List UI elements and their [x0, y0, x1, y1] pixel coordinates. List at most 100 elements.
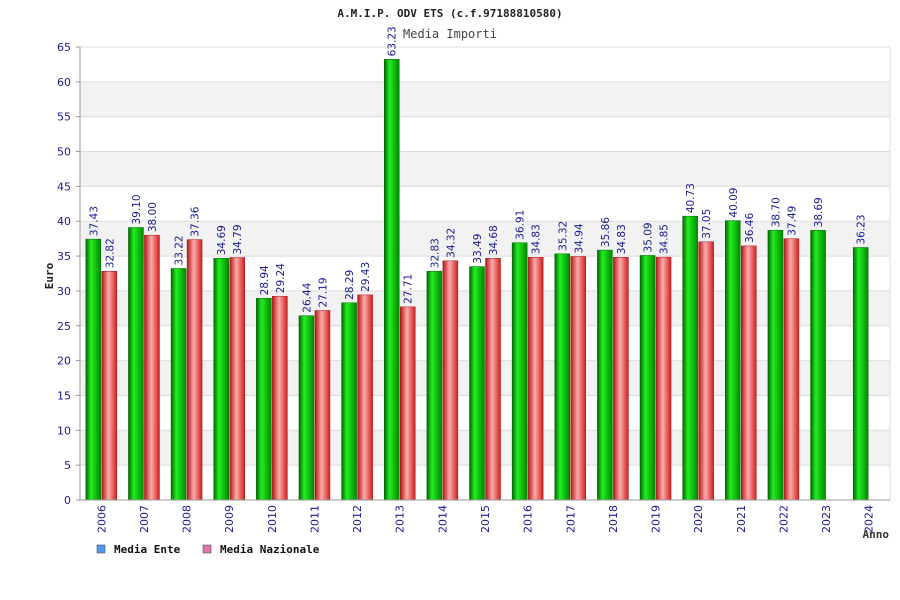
legend: Media Ente Media Nazionale — [96, 543, 320, 556]
data-label-media-ente-2008: 33.22 — [174, 235, 186, 265]
bar-media-ente-2019 — [639, 255, 656, 501]
x-tick-label-2018: 2018 — [607, 505, 620, 533]
y-tick-label: 65 — [57, 41, 71, 54]
bar-media-ente-2022 — [767, 230, 784, 501]
chart-subtitle: Media Importi — [403, 27, 497, 41]
bar-media-nazionale-2006 — [101, 271, 118, 501]
data-label-media-nazionale-2009: 34.79 — [232, 224, 244, 254]
bar-media-nazionale-2012 — [357, 294, 373, 501]
y-tick-label: 5 — [64, 459, 71, 472]
bar-media-ente-2024 — [852, 247, 869, 501]
data-label-media-nazionale-2008: 37.36 — [190, 206, 202, 236]
x-tick-label-2016: 2016 — [522, 505, 535, 533]
grid-band — [80, 151, 890, 187]
x-tick-label-2013: 2013 — [394, 505, 407, 533]
data-label-media-nazionale-2006: 32.82 — [104, 238, 116, 268]
data-label-media-ente-2012: 28.29 — [344, 270, 356, 300]
y-tick-label: 10 — [57, 424, 71, 437]
data-label-media-ente-2024: 36.23 — [856, 214, 868, 244]
y-tick-label: 50 — [57, 146, 71, 159]
legend-swatch-media-nazionale — [202, 544, 212, 554]
chart-title: A.M.I.P. ODV ETS (c.f.97188810580) — [337, 7, 562, 20]
bar-media-nazionale-2010 — [272, 295, 288, 501]
bar-media-ente-2007 — [128, 227, 144, 501]
bar-media-ente-2008 — [170, 268, 187, 501]
data-label-media-nazionale-2022: 37.49 — [786, 206, 798, 236]
y-tick-label: 55 — [57, 111, 71, 124]
bar-media-nazionale-2016 — [527, 257, 544, 501]
bar-media-nazionale-2019 — [655, 256, 672, 501]
bar-media-nazionale-2020 — [698, 241, 714, 501]
x-tick-label-2019: 2019 — [650, 505, 663, 533]
data-label-media-nazionale-2011: 27.19 — [317, 277, 329, 307]
data-label-media-nazionale-2020: 37.05 — [701, 209, 713, 239]
y-tick-label: 30 — [57, 285, 71, 298]
bar-media-ente-2020 — [682, 215, 698, 501]
data-label-media-nazionale-2019: 34.85 — [659, 224, 671, 254]
x-axis-label: Anno — [863, 528, 890, 541]
bar-media-ente-2015 — [469, 266, 485, 501]
data-label-media-ente-2006: 37.43 — [88, 206, 100, 236]
x-tick-label-2023: 2023 — [820, 505, 833, 533]
bar-media-nazionale-2017 — [570, 256, 587, 501]
x-axis-ticks: 2006 2007 2008 2009 2010 2011 2012 2013 2014 2015… — [95, 505, 875, 533]
x-tick-label-2022: 2022 — [777, 505, 790, 533]
x-tick-label-2007: 2007 — [138, 505, 151, 533]
data-label-media-ente-2021: 40.09 — [728, 188, 740, 218]
bar-media-ente-2013 — [383, 59, 400, 501]
x-tick-label-2021: 2021 — [735, 505, 748, 533]
data-label-media-ente-2007: 39.10 — [131, 194, 143, 224]
bar-media-ente-2017 — [554, 253, 571, 501]
x-tick-label-2009: 2009 — [223, 505, 236, 533]
bar-media-ente-2011 — [298, 315, 315, 501]
bar-media-nazionale-2009 — [229, 257, 245, 501]
bar-media-ente-2009 — [213, 257, 229, 501]
data-label-media-nazionale-2018: 34.83 — [616, 224, 628, 254]
data-label-media-ente-2016: 36.91 — [515, 210, 527, 240]
y-tick-label: 40 — [57, 215, 71, 228]
bar-media-ente-2016 — [511, 242, 528, 501]
data-label-media-ente-2018: 35.86 — [600, 217, 612, 247]
y-axis-label: Euro — [43, 262, 56, 289]
data-label-media-ente-2019: 35.09 — [643, 222, 655, 252]
data-label-media-ente-2011: 26.44 — [301, 282, 313, 312]
bar-media-ente-2014 — [426, 270, 443, 501]
y-tick-label: 0 — [64, 494, 71, 507]
grid-band — [80, 186, 890, 222]
grid-band — [80, 116, 890, 152]
data-label-media-ente-2015: 33.49 — [472, 234, 484, 264]
data-label-media-ente-2022: 38.70 — [770, 197, 782, 227]
grid-band — [80, 81, 890, 117]
x-tick-label-2011: 2011 — [308, 505, 321, 533]
x-tick-label-2024: 2024 — [863, 505, 876, 533]
data-label-media-ente-2009: 34.69 — [216, 225, 228, 255]
bar-media-nazionale-2007 — [144, 234, 160, 501]
x-tick-label-2012: 2012 — [351, 505, 364, 533]
x-tick-label-2008: 2008 — [181, 505, 194, 533]
bar-media-nazionale-2021 — [741, 245, 757, 501]
bar-media-nazionale-2011 — [314, 310, 331, 501]
legend-label-media-nazionale: Media Nazionale — [220, 543, 320, 556]
data-label-media-ente-2020: 40.73 — [685, 183, 697, 213]
bar-media-ente-2018 — [597, 249, 613, 501]
y-tick-label: 20 — [57, 355, 71, 368]
y-tick-label: 15 — [57, 389, 71, 402]
bar-media-nazionale-2022 — [783, 238, 800, 501]
bar-media-nazionale-2013 — [399, 306, 416, 501]
data-label-media-ente-2014: 32.83 — [429, 238, 441, 268]
x-tick-label-2017: 2017 — [564, 505, 577, 533]
data-label-media-nazionale-2013: 27.71 — [403, 274, 415, 304]
grid-band — [80, 47, 890, 82]
data-label-media-ente-2010: 28.94 — [259, 265, 271, 295]
data-label-media-nazionale-2016: 34.83 — [531, 224, 543, 254]
bar-media-ente-2023 — [810, 230, 826, 501]
bar-media-ente-2021 — [725, 220, 741, 501]
data-label-media-nazionale-2010: 29.24 — [275, 263, 287, 293]
y-tick-label: 35 — [57, 250, 71, 263]
data-label-media-nazionale-2021: 36.46 — [744, 213, 756, 243]
data-label-media-nazionale-2014: 34.32 — [445, 228, 457, 258]
x-tick-label-2006: 2006 — [95, 505, 108, 533]
bar-media-nazionale-2015 — [485, 258, 501, 501]
x-tick-label-2010: 2010 — [266, 505, 279, 533]
legend-label-media-ente: Media Ente — [114, 543, 181, 556]
